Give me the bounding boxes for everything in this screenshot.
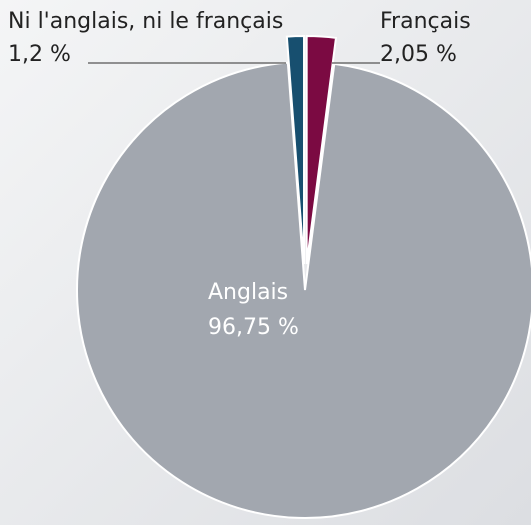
slice-value-label: 2,05 % xyxy=(380,42,457,67)
pie-slice xyxy=(285,35,306,265)
slice-label: Anglais xyxy=(208,280,288,305)
slice-value-label: 96,75 % xyxy=(208,315,299,340)
pie-slice xyxy=(76,61,531,519)
pie-slice xyxy=(305,35,338,265)
slice-value-label: 1,2 % xyxy=(8,42,71,67)
slice-label: Français xyxy=(380,9,471,34)
slice-label: Ni l'anglais, ni le français xyxy=(8,9,283,34)
pie xyxy=(76,35,531,519)
